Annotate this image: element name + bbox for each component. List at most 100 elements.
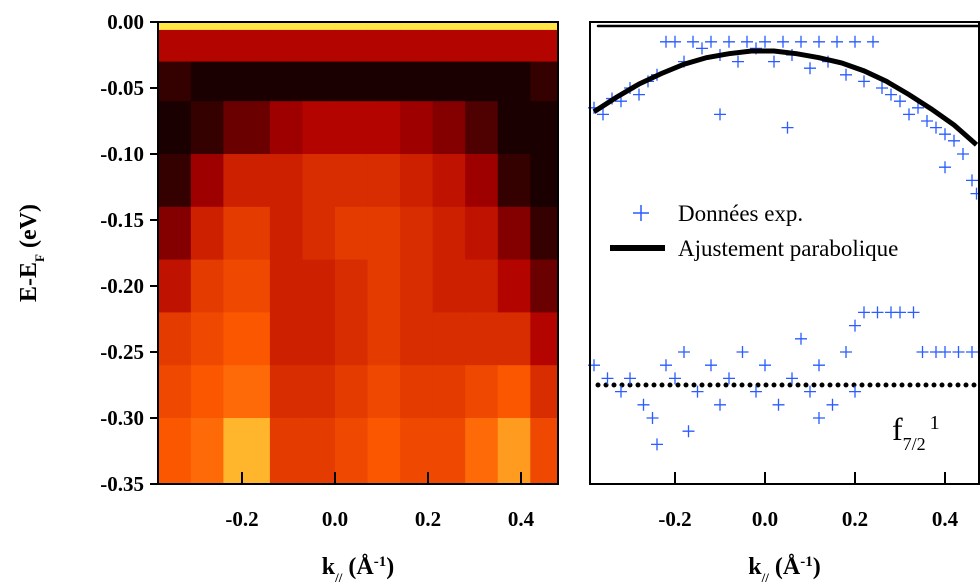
heatmap-cell xyxy=(530,312,559,366)
data-point xyxy=(615,385,627,398)
data-point xyxy=(669,35,681,48)
heatmap-cell xyxy=(432,312,466,366)
data-point xyxy=(691,385,704,398)
heatmap-cell xyxy=(465,154,499,208)
heatmap-cell xyxy=(465,29,499,63)
heatmap-cell xyxy=(530,29,559,63)
data-point xyxy=(795,332,807,345)
heatmap-cell xyxy=(223,312,271,366)
heatmap-cell xyxy=(530,206,559,261)
heatmap-cell xyxy=(223,259,271,313)
heatmap-cell xyxy=(158,101,192,155)
heatmap-cell xyxy=(158,206,192,261)
heatmap-cell xyxy=(302,154,336,208)
x-axis-label-part: k xyxy=(322,554,336,580)
heatmap-cell xyxy=(302,206,336,261)
legend-label: Ajustement parabolique xyxy=(678,236,898,261)
heatmap-cell xyxy=(367,61,401,102)
fit-line xyxy=(592,48,979,147)
data-point xyxy=(939,346,951,358)
heatmap-cell xyxy=(497,206,531,261)
heatmap-cell xyxy=(497,312,531,366)
heatmap-cell xyxy=(302,101,336,155)
annotation-part: 1 xyxy=(930,412,940,434)
data-point xyxy=(952,346,965,358)
heatmap-cell xyxy=(335,418,369,485)
heatmap-cell xyxy=(158,29,192,63)
heatmap-cell xyxy=(269,154,303,208)
heatmap-cell xyxy=(190,206,224,261)
data-point xyxy=(786,372,798,385)
heatmap-cell xyxy=(400,22,434,31)
data-point xyxy=(916,346,929,358)
x-axis-label-part: -1 xyxy=(800,554,813,570)
plot-frame xyxy=(157,21,559,485)
heatmap-cell xyxy=(497,29,531,63)
heatmap-cell xyxy=(530,259,559,313)
heatmap-cell xyxy=(497,61,531,102)
heatmap-cell xyxy=(530,101,559,155)
legend-marker xyxy=(633,205,649,221)
heatmap-cell xyxy=(497,101,531,155)
heatmap-cell xyxy=(367,312,401,366)
heatmap-cell xyxy=(302,418,336,485)
heatmap-cell xyxy=(335,22,369,31)
x-axis-label-part: -1 xyxy=(374,554,387,570)
heatmap-cell xyxy=(223,29,271,63)
heatmap-cell xyxy=(190,154,224,208)
heatmap-cell xyxy=(158,154,192,208)
y-tick-label: -0.30 xyxy=(100,406,144,430)
heatmap-cell xyxy=(269,61,303,102)
data-point xyxy=(741,35,753,48)
heatmap-cell xyxy=(530,61,559,102)
heatmap-cell xyxy=(432,22,466,31)
data-point xyxy=(858,75,870,88)
heatmap-cell xyxy=(302,22,336,31)
heatmap-cell xyxy=(302,29,336,63)
data-point xyxy=(813,412,825,424)
data-point xyxy=(705,35,717,48)
annotation: f7/21 xyxy=(892,411,940,454)
heatmap-cell xyxy=(367,22,401,31)
data-point xyxy=(781,121,794,134)
heatmap-cell xyxy=(465,22,499,31)
data-point xyxy=(750,385,762,398)
x-axis-label-part: ) xyxy=(813,554,821,580)
heatmap-cell xyxy=(465,206,499,261)
data-point xyxy=(804,385,816,398)
x-axis-label-part: // xyxy=(334,570,343,585)
heatmap-cell xyxy=(465,101,499,155)
x-axis-label-part: (Å xyxy=(342,554,374,580)
heatmap-cell xyxy=(367,206,401,261)
heatmap-cell xyxy=(335,206,369,261)
data-point xyxy=(957,148,969,160)
heatmap-cell xyxy=(158,312,192,366)
y-axis-label-part: (eV) xyxy=(16,204,42,254)
heatmap-cell xyxy=(335,29,369,63)
y-tick-label: -0.35 xyxy=(100,472,144,496)
x-tick-label: 0.0 xyxy=(322,507,348,531)
data-point xyxy=(646,412,659,424)
heatmap-cell xyxy=(400,365,434,419)
heatmap-cell xyxy=(400,206,434,261)
data-point xyxy=(939,161,951,174)
heatmap-cell xyxy=(432,206,466,261)
heatmap-cell xyxy=(269,206,303,261)
heatmap-cell xyxy=(432,101,466,155)
heatmap-cell xyxy=(223,22,271,31)
x-tick-label: 0.2 xyxy=(415,507,441,531)
y-axis-label-part: E-E xyxy=(16,262,42,302)
x-tick-label: 0.4 xyxy=(932,507,959,531)
x-axis-label-part: // xyxy=(761,570,770,585)
data-point xyxy=(687,35,699,48)
heatmap-cell xyxy=(400,259,434,313)
data-point xyxy=(849,319,861,332)
data-point xyxy=(871,306,884,319)
x-axis-label: k// (Å-1) xyxy=(322,554,394,585)
heatmap-cell xyxy=(269,29,303,63)
data-point xyxy=(795,35,807,48)
heatmap-cell xyxy=(269,312,303,366)
heatmap-cell xyxy=(190,259,224,313)
data-point xyxy=(813,359,825,372)
